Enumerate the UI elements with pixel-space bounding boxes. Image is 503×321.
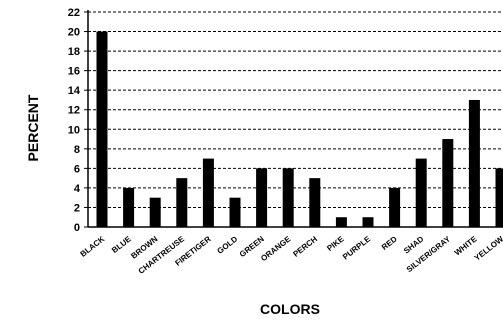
y-tick-label: 18: [68, 46, 80, 58]
y-tick-label: 2: [74, 202, 80, 214]
x-tick-label: GOLD: [215, 234, 239, 255]
bar-black: [96, 31, 108, 227]
x-tick-label: RED: [380, 234, 399, 252]
x-tick-label: YELLOW: [473, 234, 503, 262]
y-tick-label: 4: [74, 183, 81, 195]
y-tick-label: 22: [68, 7, 80, 19]
y-tick-label: 0: [74, 222, 80, 234]
axes: [87, 10, 503, 228]
x-tick-label: CHARTREUSE: [137, 234, 187, 276]
bar-chartreuse: [176, 178, 188, 227]
bar-blue: [123, 187, 135, 227]
x-axis-title: COLORS: [260, 301, 320, 317]
y-tick-label: 12: [68, 105, 80, 117]
y-tick-label: 6: [74, 163, 80, 175]
bar-firetiger: [202, 158, 214, 227]
y-tick-label: 14: [68, 85, 81, 97]
y-tick-label: 8: [74, 144, 80, 156]
bar-perch: [309, 178, 321, 227]
y-tick-label: 16: [68, 66, 80, 78]
x-tick-label: PURPLE: [341, 234, 373, 261]
y-axis-title: PERCENT: [25, 94, 41, 161]
x-tick-label: PIKE: [325, 234, 346, 253]
bar-yellow: [495, 168, 503, 227]
x-tick-label: BLUE: [110, 234, 133, 255]
x-tick-label: BLACK: [79, 234, 107, 258]
bar-silver-gray: [442, 139, 454, 227]
bars: [96, 31, 503, 227]
bar-shad: [415, 158, 427, 227]
bar-purple: [362, 217, 374, 227]
x-tick-label: PERCH: [291, 234, 319, 258]
y-tick-label: 10: [68, 124, 80, 136]
y-tick-label: 20: [68, 27, 80, 39]
bar-gold: [229, 197, 241, 227]
bar-orange: [282, 168, 294, 227]
bar-brown: [149, 197, 161, 227]
bar-pike: [335, 217, 347, 227]
gridlines: [84, 11, 503, 228]
bar-white: [468, 99, 480, 227]
y-tick-labels: 0 2 4 6 8 10 12 14 16 18 20 22: [68, 7, 81, 234]
bar-green: [256, 168, 268, 227]
x-tick-label: ORANGE: [259, 234, 293, 263]
bar-red: [389, 187, 401, 227]
